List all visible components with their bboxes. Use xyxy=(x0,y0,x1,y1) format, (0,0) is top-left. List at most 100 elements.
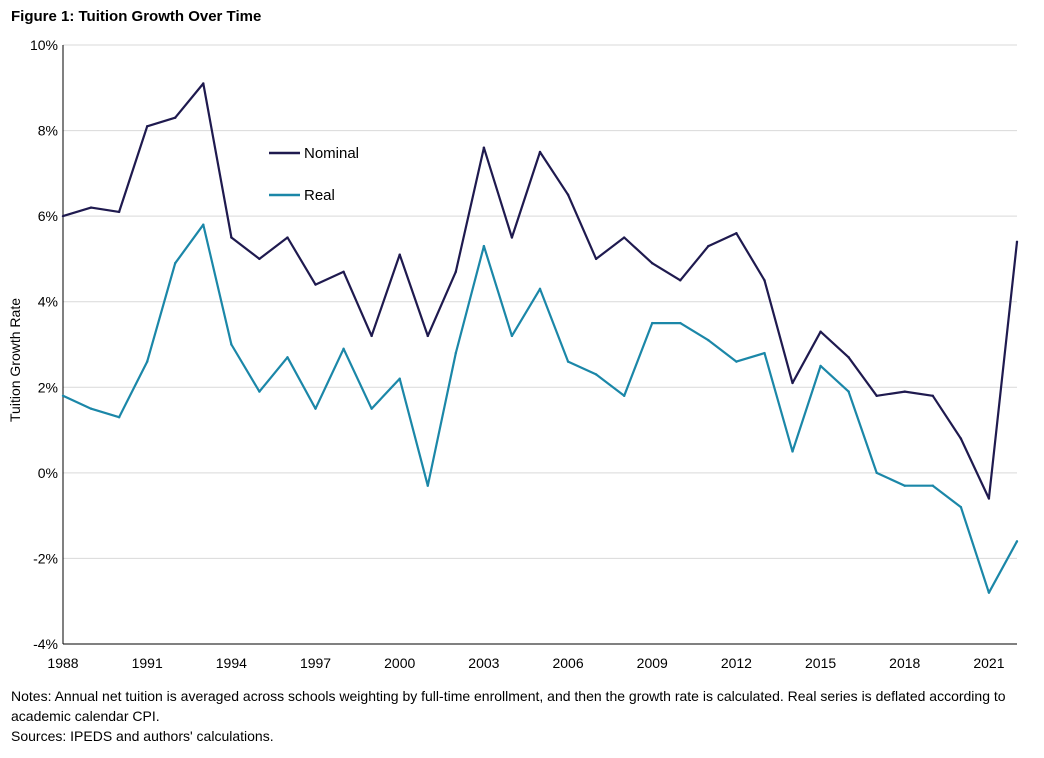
x-tick-label: 1997 xyxy=(300,655,331,671)
x-tick-label: 1991 xyxy=(132,655,163,671)
x-tick-label: 1988 xyxy=(47,655,78,671)
gridlines xyxy=(63,44,1017,559)
data-point-nominal xyxy=(342,270,345,273)
notes-text: Notes: Annual net tuition is averaged ac… xyxy=(11,688,1006,724)
data-point-real xyxy=(286,356,289,359)
data-point-real xyxy=(903,484,906,487)
data-point-nominal xyxy=(735,232,738,235)
data-point-real xyxy=(651,321,654,325)
data-point-nominal xyxy=(230,236,233,239)
data-point-real xyxy=(174,262,177,265)
data-point-real xyxy=(89,407,93,410)
data-point-real xyxy=(538,287,542,291)
data-point-real xyxy=(398,377,401,380)
data-point-nominal xyxy=(538,150,542,154)
data-point-nominal xyxy=(482,146,486,149)
data-point-real xyxy=(791,450,794,453)
data-point-real xyxy=(847,390,850,393)
data-point-nominal xyxy=(174,116,177,119)
x-tick-label: 2006 xyxy=(552,655,583,671)
data-point-nominal xyxy=(819,330,822,333)
data-point-nominal xyxy=(931,394,935,398)
data-point-nominal xyxy=(117,210,121,214)
data-point-nominal xyxy=(286,236,289,239)
data-point-nominal xyxy=(847,356,850,359)
data-point-real xyxy=(258,390,261,393)
data-point-real xyxy=(819,364,822,368)
data-point-real xyxy=(566,360,570,363)
data-point-real xyxy=(370,407,373,410)
x-tick-label: 2012 xyxy=(721,655,752,671)
x-tick-label: 2000 xyxy=(384,655,415,671)
x-tick-labels: 1988 1991 1994 1997 2000 2003 2006 2009 2012 2015… xyxy=(47,655,1004,671)
x-tick-label: 2018 xyxy=(889,655,920,671)
data-point-real xyxy=(117,416,121,419)
data-point-nominal xyxy=(763,279,766,282)
series-line-real xyxy=(62,223,1018,594)
data-point-real xyxy=(959,505,963,509)
data-point-nominal xyxy=(875,394,878,398)
data-point-nominal xyxy=(314,283,317,286)
y-tick-label: 10% xyxy=(30,37,58,53)
data-point-real xyxy=(454,351,458,355)
data-point-nominal xyxy=(594,257,598,261)
data-point-real xyxy=(230,343,233,346)
x-tick-label: 2015 xyxy=(805,655,836,671)
data-point-nominal xyxy=(791,381,794,385)
x-tick-label: 2009 xyxy=(637,655,668,671)
y-tick-label: 0% xyxy=(38,465,58,481)
data-point-real xyxy=(482,244,486,248)
data-point-real xyxy=(679,321,682,325)
data-point-nominal xyxy=(510,236,514,239)
data-point-nominal xyxy=(398,253,401,256)
x-tick-label: 2021 xyxy=(973,655,1004,671)
data-point-nominal xyxy=(202,82,205,85)
x-tick-label: 2003 xyxy=(468,655,499,671)
legend-label-nominal: Nominal xyxy=(304,145,359,162)
y-tick-label: 4% xyxy=(38,294,58,310)
data-point-real xyxy=(594,373,598,376)
x-tick-label: 1994 xyxy=(216,655,247,671)
data-point-real xyxy=(314,407,317,410)
data-point-nominal xyxy=(987,497,991,500)
data-point-nominal xyxy=(903,390,906,393)
y-tick-label: -4% xyxy=(33,636,58,652)
legend-label-real: Real xyxy=(304,187,335,204)
y-axis-label: Tuition Growth Rate xyxy=(7,298,23,422)
data-point-nominal xyxy=(622,236,626,239)
data-point-real xyxy=(145,360,149,363)
data-point-real xyxy=(202,223,205,226)
data-point-nominal xyxy=(454,270,458,273)
y-tick-label: 2% xyxy=(38,379,58,395)
data-point-nominal xyxy=(370,334,373,338)
data-point-real xyxy=(61,394,65,398)
data-point-nominal xyxy=(145,125,149,128)
axes xyxy=(62,45,1017,645)
y-tick-label: 8% xyxy=(38,123,58,139)
figure-title: Figure 1: Tuition Growth Over Time xyxy=(11,8,262,25)
data-point-real xyxy=(931,484,935,487)
data-point-nominal xyxy=(566,193,570,196)
data-point-real xyxy=(622,394,626,398)
sources-text: Sources: IPEDS and authors' calculations… xyxy=(11,728,274,744)
y-tick-label: -2% xyxy=(33,550,58,566)
data-point-real xyxy=(1015,540,1019,543)
data-point-nominal xyxy=(707,244,710,248)
figure-notes: Notes: Annual net tuition is averaged ac… xyxy=(11,686,1036,746)
data-point-nominal xyxy=(959,437,963,440)
data-point-real xyxy=(342,347,345,350)
y-tick-label: 6% xyxy=(38,208,58,224)
data-point-nominal xyxy=(258,257,261,261)
series-lines xyxy=(61,82,1019,594)
data-point-nominal xyxy=(1015,240,1019,244)
y-tick-labels: -4% -2% 0% 2% 4% 6% 8% 10% xyxy=(30,37,58,652)
data-point-real xyxy=(735,360,738,363)
data-point-real xyxy=(510,334,514,338)
data-point-real xyxy=(987,591,991,594)
line-chart: -4% -2% 0% 2% 4% 6% 8% 10% 1988 1991 1994 1997 2000… xyxy=(7,37,1019,671)
data-point-real xyxy=(707,339,710,342)
data-point-nominal xyxy=(61,214,65,218)
data-point-real xyxy=(426,484,429,487)
data-point-nominal xyxy=(426,334,429,338)
data-point-real xyxy=(875,471,878,475)
